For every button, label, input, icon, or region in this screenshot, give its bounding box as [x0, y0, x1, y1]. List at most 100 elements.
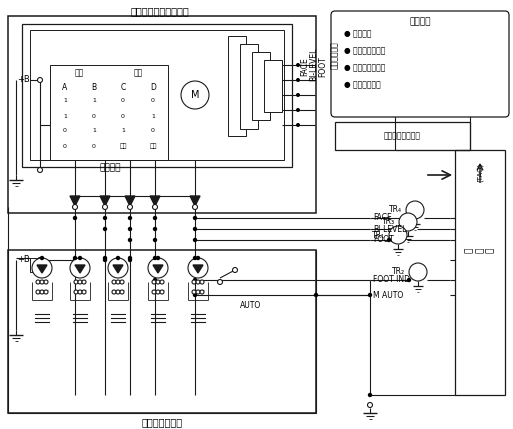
Circle shape [128, 205, 132, 209]
Text: FOOT: FOOT [319, 57, 327, 77]
Circle shape [112, 280, 116, 284]
Circle shape [160, 280, 164, 284]
Circle shape [40, 256, 44, 260]
Text: AUTO: AUTO [240, 300, 261, 309]
Circle shape [196, 256, 200, 260]
Circle shape [367, 402, 372, 408]
Circle shape [40, 280, 44, 284]
Circle shape [37, 257, 43, 263]
Circle shape [116, 290, 120, 294]
Text: 输入: 输入 [74, 69, 84, 78]
Text: FACE: FACE [373, 214, 392, 223]
Text: 1: 1 [63, 114, 67, 118]
Circle shape [193, 238, 197, 242]
Circle shape [116, 280, 120, 284]
Circle shape [200, 280, 204, 284]
Text: C: C [121, 82, 126, 91]
Circle shape [387, 238, 391, 242]
Text: A: A [63, 82, 68, 91]
Circle shape [70, 258, 90, 278]
Text: 1: 1 [121, 129, 125, 133]
Circle shape [103, 256, 107, 260]
Bar [22, 24, 292, 167]
Text: (TAO): (TAO) [477, 162, 483, 181]
Text: 0: 0 [151, 129, 155, 133]
Circle shape [296, 63, 300, 67]
Circle shape [116, 256, 120, 260]
Circle shape [160, 290, 164, 294]
Text: +B: +B [17, 256, 30, 265]
Circle shape [192, 290, 196, 294]
Circle shape [153, 227, 157, 231]
Circle shape [44, 290, 48, 294]
Bar [264, 60, 282, 112]
Circle shape [152, 280, 156, 284]
Bar [8, 16, 316, 213]
Text: FOOT IND: FOOT IND [373, 275, 410, 284]
Polygon shape [153, 265, 163, 273]
Circle shape [188, 258, 208, 278]
Circle shape [193, 258, 197, 262]
Circle shape [152, 290, 156, 294]
Circle shape [36, 280, 40, 284]
Text: TR₃: TR₃ [382, 218, 395, 227]
Circle shape [404, 216, 408, 220]
Text: 断路: 断路 [149, 143, 157, 149]
Text: 自动控制: 自动控制 [409, 18, 431, 27]
Circle shape [103, 227, 107, 231]
Text: 1: 1 [63, 99, 67, 103]
Circle shape [103, 258, 107, 262]
Circle shape [32, 258, 52, 278]
Circle shape [196, 290, 200, 294]
Text: BI-LEVEL: BI-LEVEL [373, 224, 406, 233]
Circle shape [82, 280, 86, 284]
Text: BI-LEVEL: BI-LEVEL [309, 47, 319, 81]
Text: TR₂: TR₂ [392, 268, 405, 277]
Circle shape [78, 290, 82, 294]
Circle shape [153, 216, 157, 220]
Circle shape [74, 290, 78, 294]
Circle shape [156, 280, 160, 284]
Circle shape [153, 256, 157, 260]
Circle shape [128, 258, 132, 262]
Circle shape [152, 205, 157, 209]
Circle shape [193, 227, 197, 231]
Text: ● 设定温度: ● 设定温度 [344, 30, 371, 39]
Polygon shape [193, 265, 203, 273]
Circle shape [73, 216, 77, 220]
Circle shape [193, 256, 197, 260]
Text: D: D [150, 82, 156, 91]
Text: 0: 0 [63, 143, 67, 148]
Circle shape [409, 263, 427, 281]
Bar [335, 122, 470, 150]
Polygon shape [125, 196, 135, 206]
Bar [30, 258, 38, 272]
Bar [8, 250, 316, 413]
Polygon shape [37, 265, 47, 273]
Circle shape [200, 290, 204, 294]
Circle shape [78, 280, 82, 284]
Text: 微
电
脑: 微 电 脑 [465, 247, 495, 253]
Circle shape [296, 93, 300, 97]
Circle shape [368, 393, 372, 397]
Circle shape [296, 78, 300, 82]
Circle shape [181, 81, 209, 109]
Circle shape [296, 123, 300, 127]
Polygon shape [100, 196, 110, 206]
Text: 输出: 输出 [133, 69, 143, 78]
Polygon shape [150, 196, 160, 206]
Text: TR₁: TR₁ [372, 230, 385, 239]
Text: 1: 1 [92, 129, 96, 133]
Circle shape [153, 238, 157, 242]
Circle shape [192, 280, 196, 284]
Circle shape [192, 205, 198, 209]
Text: M AUTO: M AUTO [373, 290, 403, 299]
Circle shape [156, 290, 160, 294]
Circle shape [218, 280, 223, 284]
Circle shape [232, 268, 238, 272]
Text: FACE: FACE [301, 57, 309, 76]
Circle shape [103, 205, 108, 209]
Text: 驱动电路: 驱动电路 [99, 163, 121, 172]
Circle shape [156, 256, 160, 260]
Polygon shape [75, 265, 85, 273]
